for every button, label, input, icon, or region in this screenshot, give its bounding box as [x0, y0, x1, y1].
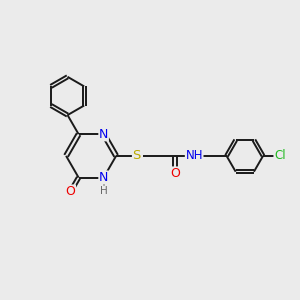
Text: H: H [100, 186, 107, 196]
Text: N: N [99, 128, 108, 141]
Text: O: O [170, 167, 180, 180]
Text: S: S [133, 149, 141, 162]
Text: O: O [66, 185, 75, 198]
Text: Cl: Cl [274, 149, 286, 162]
Text: NH: NH [185, 149, 203, 162]
Text: N: N [99, 171, 108, 184]
